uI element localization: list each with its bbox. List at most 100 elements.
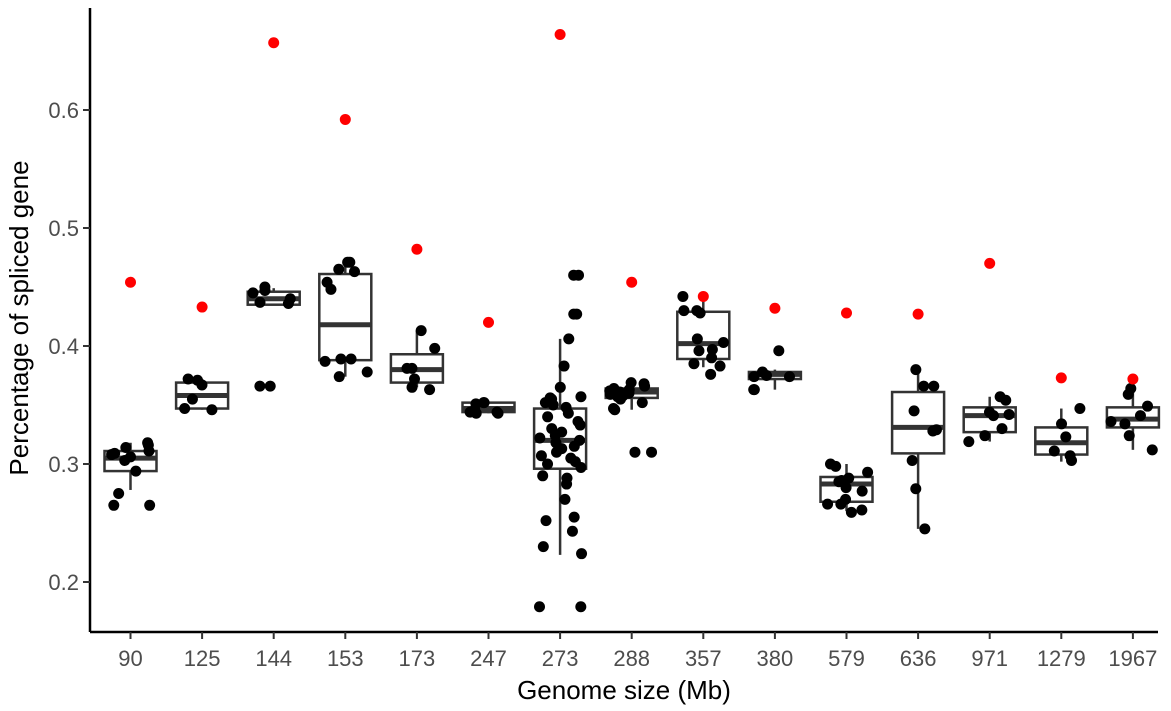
data-point [568,511,580,523]
data-point [540,515,552,527]
data-point [406,381,418,393]
data-point [706,344,718,356]
data-point [125,451,137,463]
x-tick-label: 144 [255,646,292,671]
data-point [910,483,922,495]
data-point [144,499,156,511]
highlight-point-125 [196,301,208,313]
points-90 [106,437,156,511]
y-tick-label: 0.6 [48,98,79,123]
data-point [1056,418,1068,430]
data-point [575,462,587,474]
data-point [677,290,689,302]
x-tick-label: 579 [828,646,865,671]
data-point [996,423,1008,435]
points-173 [401,325,441,396]
data-point [979,430,991,442]
data-point [678,305,690,317]
data-point [537,470,549,482]
data-point [987,410,999,422]
data-point [109,447,121,459]
data-point [1142,400,1154,412]
data-point [748,371,760,383]
highlight-point-1279 [1055,372,1067,384]
data-point [705,368,717,380]
highlight-point-1967 [1127,373,1139,385]
data-point [636,397,648,409]
highlight-point-90 [125,276,136,288]
data-point [470,407,482,419]
data-point [333,263,345,275]
data-point [761,370,773,381]
data-point [1003,408,1015,420]
data-point [247,287,259,299]
data-point [559,493,571,505]
y-tick-label: 0.5 [48,216,79,241]
data-point [361,366,373,378]
data-point [615,393,627,405]
data-point [120,441,132,453]
highlight-point-357 [697,290,709,302]
axes-layer: 0.2 0.3 0.4 0.5 0.6 90 125 144 153 173 247 273 288 35… [48,8,1158,671]
data-point [259,281,271,293]
points-636 [906,364,942,535]
data-point [415,325,427,337]
data-point [542,458,554,470]
data-point [783,371,795,383]
data-point [348,266,360,278]
data-point [335,353,347,365]
box-1279 [1034,408,1089,462]
data-point [575,601,587,613]
data-point [344,256,356,268]
data-point [534,432,546,444]
data-point [910,364,922,376]
points-1279 [1048,403,1086,466]
data-point [108,499,120,511]
highlight-point-144 [268,37,280,49]
data-point [908,405,920,417]
data-point [1105,416,1117,428]
data-point [1048,445,1060,457]
points-144 [247,281,296,392]
data-point [406,362,418,374]
highlight-point-579 [841,307,852,319]
data-point [547,399,559,411]
data-point [856,504,868,516]
data-point [717,336,729,348]
data-point [542,411,554,423]
data-point [179,403,191,415]
data-point [196,379,208,391]
data-point [573,269,585,281]
data-point [646,446,658,458]
data-point [1000,394,1012,406]
x-tick-label: 971 [971,646,1008,671]
data-point [1123,430,1135,442]
data-point [845,506,857,518]
highlight-point-247 [483,316,494,328]
highlight-point-153 [339,113,351,125]
data-point [693,345,705,357]
data-point [1134,410,1146,422]
data-point [551,446,563,458]
x-tick-label: 636 [900,646,937,671]
data-point [927,425,939,437]
data-point [688,358,700,370]
data-point [206,404,218,416]
points-247 [464,397,504,419]
y-tick-label: 0.3 [48,452,79,477]
data-point [282,298,294,310]
points-357 [677,290,729,380]
data-point [568,308,580,320]
data-point [1060,431,1072,443]
points-273 [533,269,588,613]
data-point [609,404,621,416]
x-tick-label: 1279 [1037,646,1086,671]
highlight-point-273 [554,28,566,40]
data-point [562,407,574,419]
x-tick-label: 380 [757,646,794,671]
data-point [254,296,266,308]
points-971 [963,391,1015,448]
data-point [840,482,852,494]
y-tick-label: 0.2 [48,570,79,595]
